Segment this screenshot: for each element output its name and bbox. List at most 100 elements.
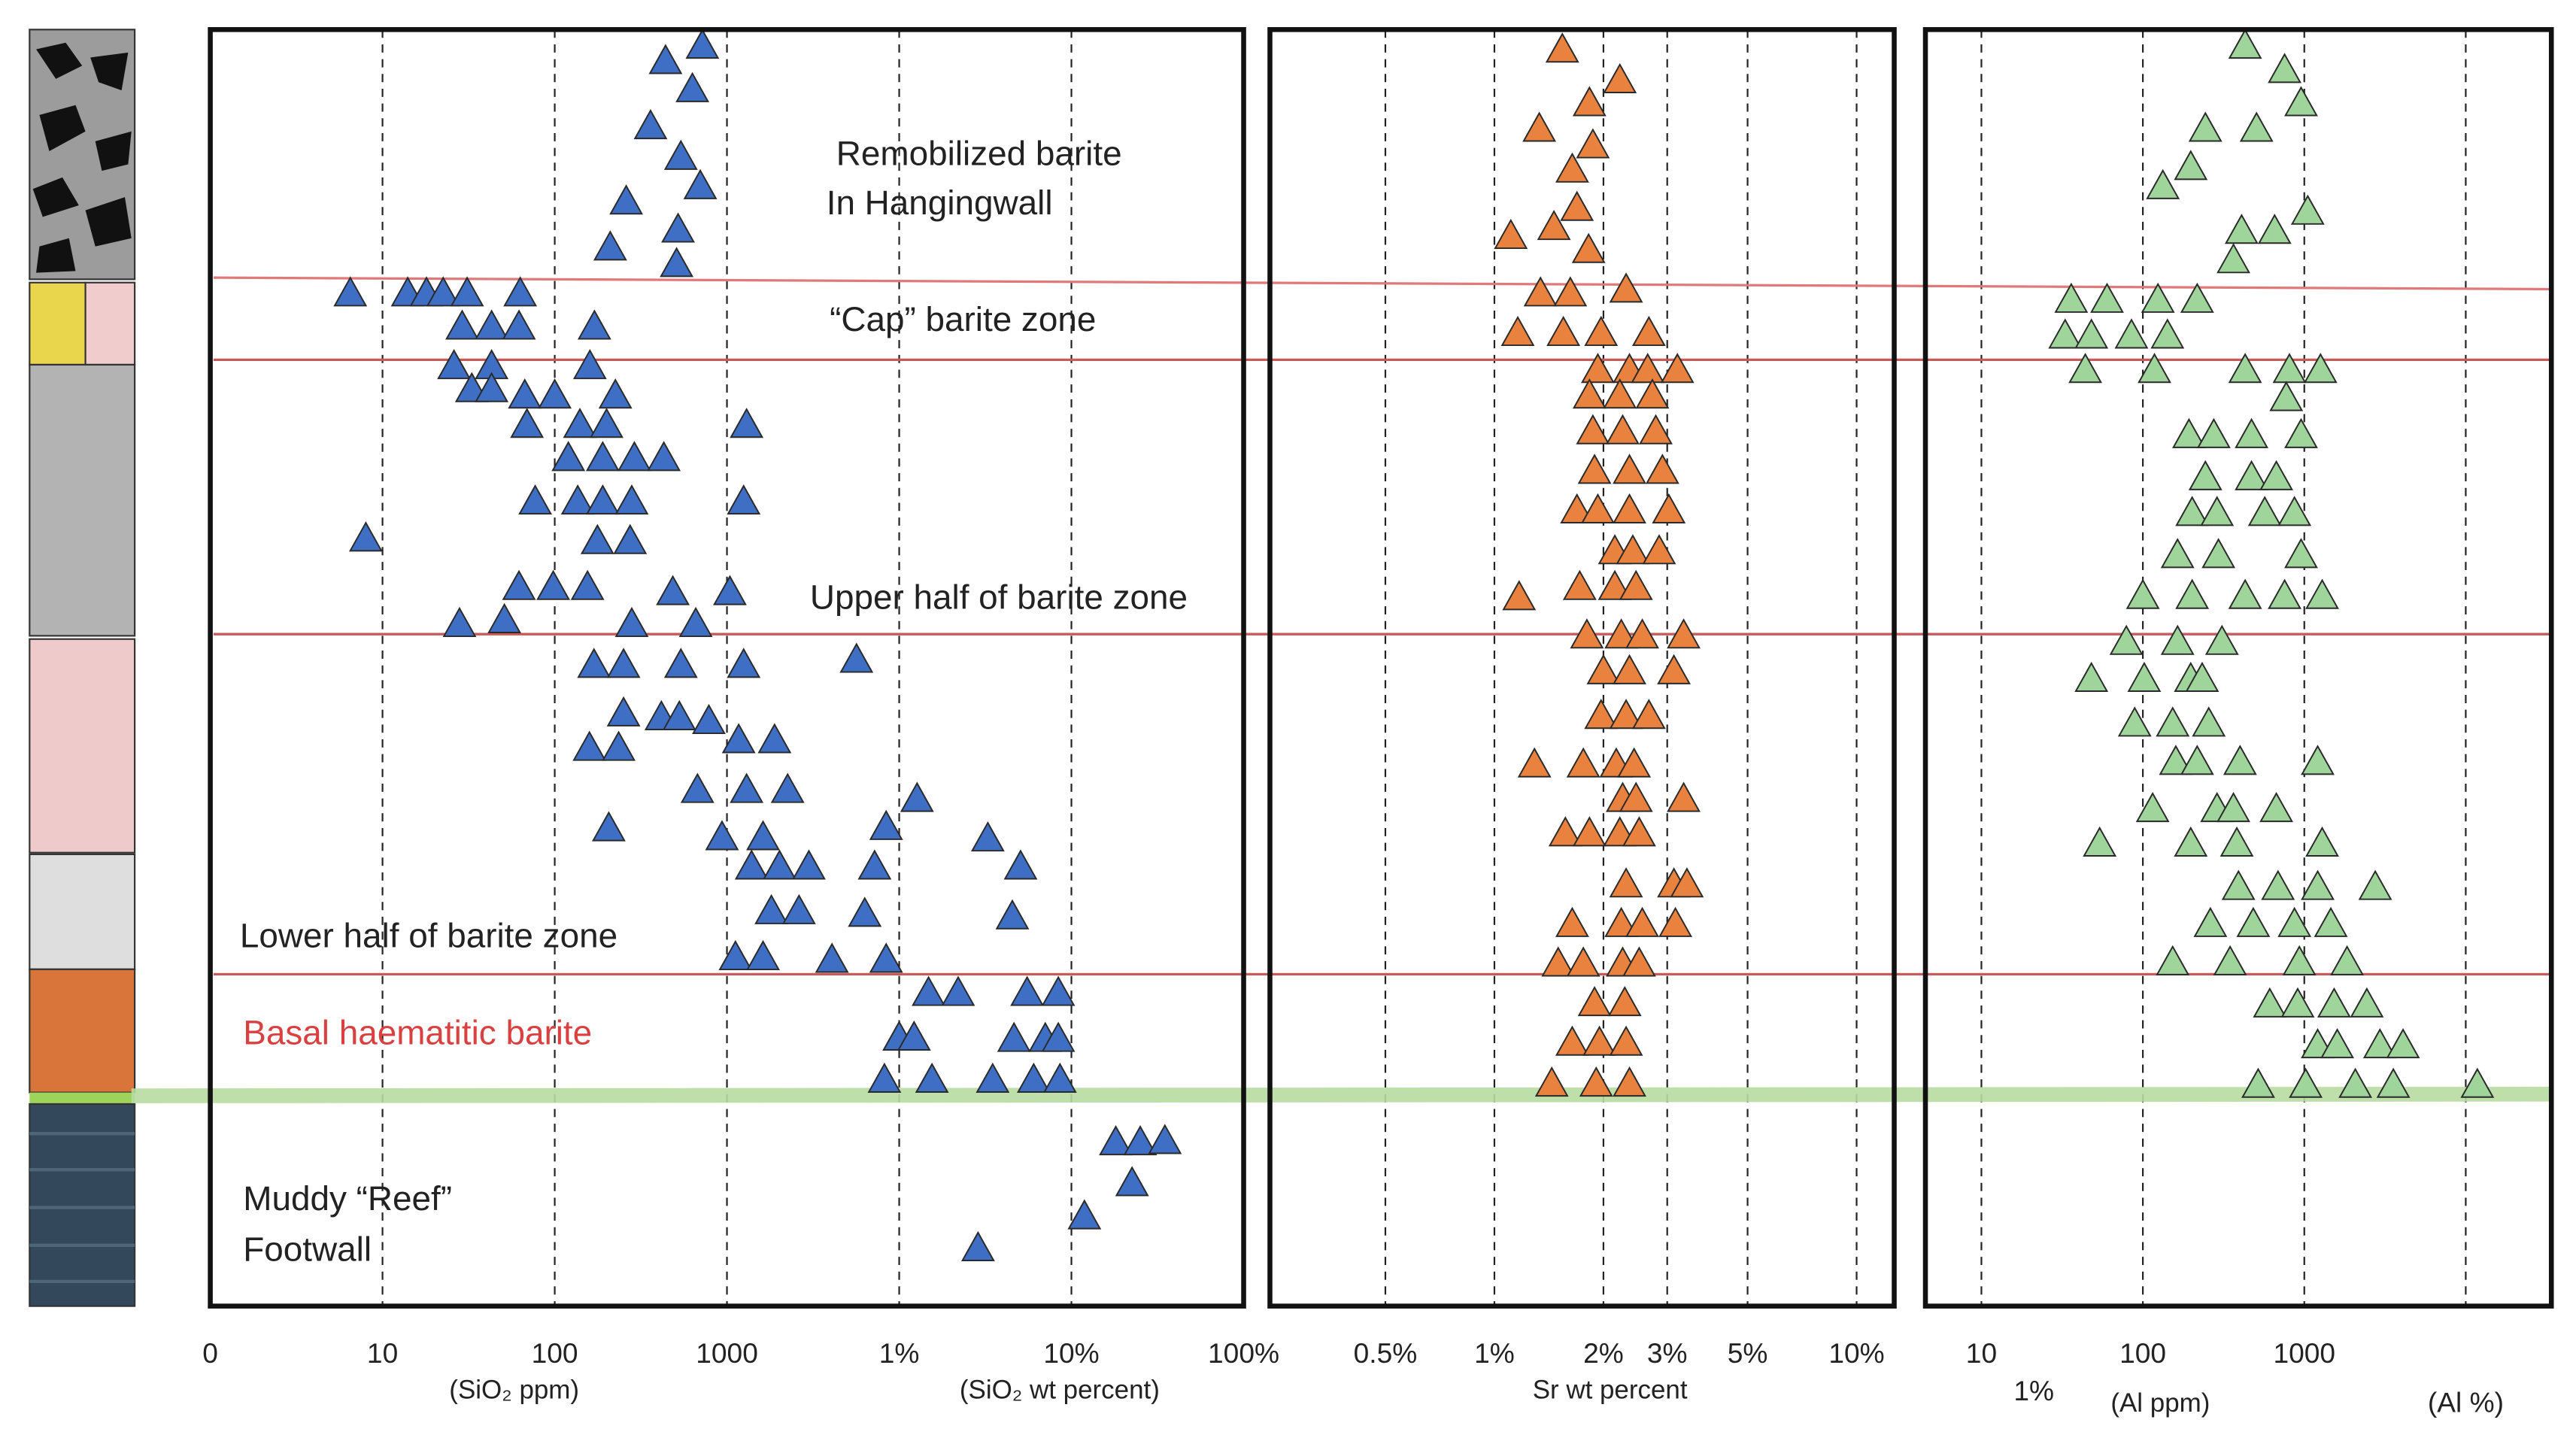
data-point <box>727 484 761 515</box>
data-point <box>2284 538 2318 569</box>
x-tick-label: 2% <box>1583 1337 1624 1369</box>
data-point <box>2358 869 2392 900</box>
data-point <box>1555 152 1589 183</box>
x-tick-label: 0 <box>202 1337 218 1369</box>
data-point <box>445 309 479 340</box>
data-point <box>675 71 710 102</box>
zone-annotation: Footwall <box>243 1230 372 1269</box>
x-tick-label: 1000 <box>696 1337 758 1369</box>
data-point <box>2338 1067 2373 1098</box>
x-tick-label: (Al %) <box>2428 1387 2504 1418</box>
data-point <box>1572 378 1607 409</box>
data-point <box>1607 986 1642 1017</box>
data-point <box>450 276 484 307</box>
data-point <box>1667 781 1701 812</box>
data-point <box>2320 1028 2355 1059</box>
data-point <box>1541 946 1576 977</box>
data-point <box>2386 1028 2420 1059</box>
contact-band <box>131 1087 2552 1103</box>
data-point <box>2193 906 2228 937</box>
data-point <box>2141 282 2175 313</box>
data-point <box>503 276 538 307</box>
data-point <box>2127 661 2162 693</box>
data-point <box>1016 1062 1051 1093</box>
data-point <box>2219 826 2254 857</box>
zone-annotation: Lower half of barite zone <box>240 915 617 954</box>
data-point <box>2314 906 2348 937</box>
panel-frame <box>208 27 1246 1309</box>
data-point <box>2146 168 2180 199</box>
data-point <box>1652 493 1686 523</box>
data-point <box>2125 578 2160 609</box>
data-point <box>648 44 683 74</box>
data-point <box>1631 315 1666 347</box>
data-point <box>1619 781 1653 812</box>
data-point <box>661 212 695 243</box>
data-point <box>2362 1028 2397 1059</box>
data-point <box>333 276 368 307</box>
data-point <box>2305 826 2339 857</box>
data-point <box>1566 747 1601 778</box>
data-point <box>570 569 605 600</box>
data-point <box>2054 282 2089 313</box>
data-point <box>1576 128 1610 159</box>
data-point <box>2221 869 2256 900</box>
data-point <box>1609 1025 1643 1056</box>
data-point <box>2174 150 2208 180</box>
data-point <box>1609 867 1643 898</box>
data-point <box>869 942 903 973</box>
data-point <box>1148 1124 1182 1154</box>
data-point <box>1555 1025 1589 1056</box>
zone-annotation: Basal haematitic barite <box>243 1012 592 1051</box>
zone-annotation: Remobilized barite <box>836 134 1122 173</box>
data-point <box>1523 276 1558 307</box>
data-point <box>960 1230 995 1262</box>
data-point <box>1613 1066 1646 1097</box>
layer-contact <box>29 1092 135 1104</box>
data-point <box>1537 210 1571 241</box>
data-point <box>598 378 633 409</box>
data-point <box>685 29 720 59</box>
data-point <box>606 696 641 727</box>
data-point <box>2223 745 2257 775</box>
data-point <box>1604 618 1639 649</box>
footwall-texture <box>29 1132 135 1284</box>
data-point <box>839 642 874 673</box>
data-point <box>1617 747 1652 778</box>
data-point <box>2201 538 2236 569</box>
data-point <box>577 309 611 340</box>
data-point <box>1581 493 1615 523</box>
data-point <box>426 276 460 307</box>
data-point <box>995 899 1030 930</box>
data-point <box>2257 214 2292 244</box>
data-point <box>897 1020 931 1051</box>
data-point <box>614 484 649 515</box>
data-point <box>2180 745 2214 775</box>
data-point <box>1553 276 1588 307</box>
data-point <box>730 408 764 438</box>
data-point <box>613 523 648 554</box>
data-point <box>705 820 739 851</box>
layer-cap-yellow <box>29 281 86 366</box>
data-point <box>2074 318 2109 349</box>
zone-annotation: Muddy “Reef” <box>243 1179 452 1218</box>
data-point <box>2196 417 2231 448</box>
data-point <box>2269 381 2304 411</box>
data-point <box>1577 986 1612 1017</box>
data-point <box>2290 194 2325 225</box>
data-point <box>2317 987 2351 1018</box>
data-point <box>502 569 536 600</box>
data-point <box>1622 816 1656 847</box>
data-point <box>757 723 792 754</box>
data-point <box>2204 624 2239 655</box>
data-point <box>593 230 627 261</box>
data-point <box>2185 661 2219 693</box>
data-point <box>1597 569 1632 600</box>
data-point <box>2216 243 2250 274</box>
data-point <box>857 849 892 880</box>
layer-upper-barite <box>29 363 136 637</box>
data-point <box>475 309 509 340</box>
data-point <box>614 606 649 638</box>
layer-lower-barite-pink <box>29 638 136 854</box>
